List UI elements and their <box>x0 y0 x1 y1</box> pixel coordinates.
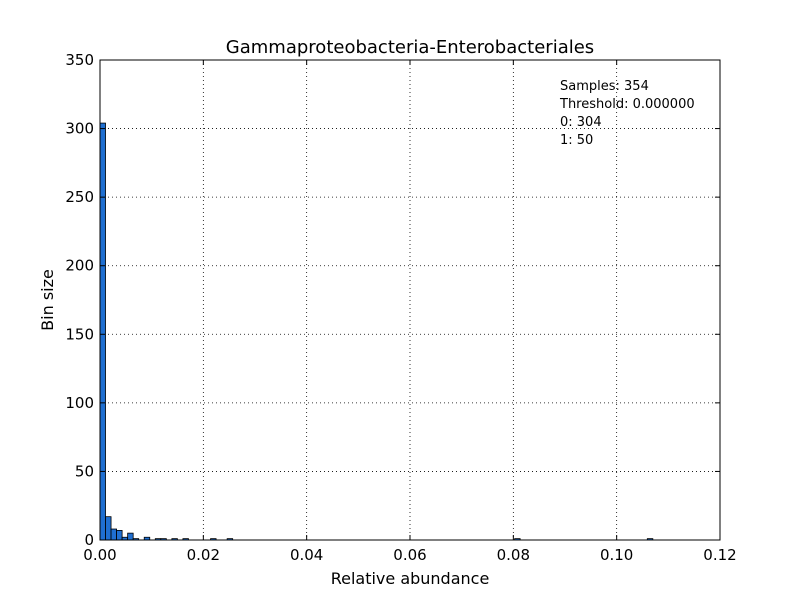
y-tick-label: 200 <box>65 257 94 275</box>
annotation-samples: Samples: 354 <box>560 79 649 94</box>
histogram-bar <box>110 528 117 541</box>
x-tick-label: 0.08 <box>497 546 530 564</box>
grid-lines <box>100 60 720 540</box>
y-tick-label: 50 <box>75 462 94 480</box>
x-tick-label: 0.04 <box>290 546 323 564</box>
y-tick-label: 150 <box>65 325 94 343</box>
histogram-bar <box>99 122 106 541</box>
y-tick-label: 350 <box>65 51 94 69</box>
y-tick-labels: 0 50 100 150 200 250 300 350 <box>65 51 94 549</box>
histogram-bar <box>105 516 112 541</box>
histogram-bars <box>99 122 654 541</box>
y-tick-label: 0 <box>84 531 94 549</box>
stats-annotation: Samples: 354 Threshold: 0.000000 0: 304 … <box>559 79 695 148</box>
x-tick-label: 0.06 <box>393 546 426 564</box>
y-tick-label: 250 <box>65 188 94 206</box>
x-tick-label: 0.02 <box>187 546 220 564</box>
y-tick-label: 100 <box>65 394 94 412</box>
x-tick-labels: 0.00 0.02 0.04 0.06 0.08 0.10 0.12 <box>83 546 736 564</box>
y-tick-label: 300 <box>65 120 94 138</box>
annotation-threshold: Threshold: 0.000000 <box>559 97 695 112</box>
annotation-count-zero: 0: 304 <box>560 115 602 130</box>
annotation-count-one: 1: 50 <box>560 133 593 148</box>
y-axis-label: Bin size <box>38 269 57 331</box>
histogram-bar <box>116 530 123 541</box>
x-axis-label: Relative abundance <box>331 569 490 588</box>
x-tick-label: 0.00 <box>83 546 116 564</box>
axis-ticks <box>99 59 721 541</box>
histogram-bar <box>127 532 134 541</box>
chart-title: Gammaproteobacteria-Enterobacteriales <box>226 37 594 58</box>
x-tick-label: 0.12 <box>703 546 736 564</box>
x-tick-label: 0.10 <box>600 546 633 564</box>
